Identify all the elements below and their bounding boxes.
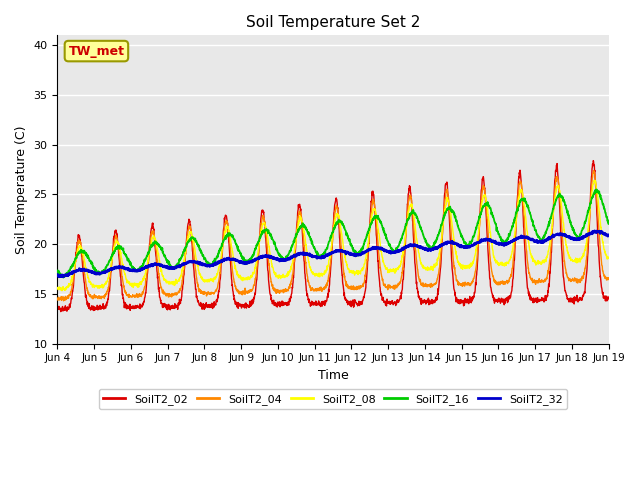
SoilT2_08 bbox=[58, 288, 66, 294]
SoilT2_02 bbox=[361, 288, 369, 294]
Line: SoilT2_32: SoilT2_32 bbox=[58, 231, 609, 277]
SoilT2_04 bbox=[361, 272, 369, 278]
SoilT2_32 bbox=[591, 228, 598, 234]
SoilT2_16 bbox=[493, 228, 501, 234]
SoilT2_32 bbox=[493, 241, 501, 247]
SoilT2_32 bbox=[349, 252, 357, 258]
SoilT2_32 bbox=[605, 232, 612, 238]
SoilT2_08 bbox=[605, 255, 612, 261]
SoilT2_04 bbox=[589, 168, 597, 174]
SoilT2_16 bbox=[60, 275, 67, 280]
SoilT2_02 bbox=[349, 299, 357, 305]
Title: Soil Temperature Set 2: Soil Temperature Set 2 bbox=[246, 15, 420, 30]
SoilT2_02 bbox=[572, 297, 579, 303]
SoilT2_16 bbox=[572, 231, 579, 237]
SoilT2_16 bbox=[349, 245, 357, 251]
SoilT2_04 bbox=[556, 198, 564, 204]
SoilT2_16 bbox=[593, 186, 600, 192]
SoilT2_04 bbox=[493, 281, 501, 287]
SoilT2_08 bbox=[54, 286, 61, 291]
SoilT2_04 bbox=[60, 298, 67, 304]
Line: SoilT2_08: SoilT2_08 bbox=[58, 180, 609, 291]
SoilT2_04 bbox=[605, 276, 612, 282]
SoilT2_32 bbox=[55, 274, 63, 280]
SoilT2_16 bbox=[54, 268, 61, 274]
SoilT2_08 bbox=[361, 260, 369, 265]
Text: TW_met: TW_met bbox=[68, 45, 124, 58]
Line: SoilT2_04: SoilT2_04 bbox=[58, 171, 609, 301]
Y-axis label: Soil Temperature (C): Soil Temperature (C) bbox=[15, 125, 28, 254]
SoilT2_16 bbox=[361, 238, 369, 243]
SoilT2_08 bbox=[207, 276, 215, 282]
SoilT2_04 bbox=[572, 277, 579, 283]
SoilT2_08 bbox=[572, 259, 579, 264]
SoilT2_32 bbox=[572, 237, 579, 242]
SoilT2_04 bbox=[54, 297, 61, 303]
SoilT2_08 bbox=[556, 192, 564, 197]
SoilT2_02 bbox=[556, 212, 564, 217]
SoilT2_08 bbox=[349, 270, 357, 276]
SoilT2_04 bbox=[349, 284, 357, 290]
SoilT2_02 bbox=[207, 301, 215, 307]
SoilT2_16 bbox=[605, 221, 612, 227]
SoilT2_32 bbox=[207, 263, 215, 269]
SoilT2_02 bbox=[589, 158, 597, 164]
SoilT2_16 bbox=[556, 192, 564, 198]
SoilT2_02 bbox=[54, 305, 61, 311]
SoilT2_02 bbox=[57, 309, 65, 314]
SoilT2_02 bbox=[493, 297, 501, 303]
Legend: SoilT2_02, SoilT2_04, SoilT2_08, SoilT2_16, SoilT2_32: SoilT2_02, SoilT2_04, SoilT2_08, SoilT2_… bbox=[99, 389, 567, 409]
SoilT2_04 bbox=[207, 291, 215, 297]
SoilT2_02 bbox=[605, 295, 612, 301]
SoilT2_16 bbox=[207, 263, 215, 268]
SoilT2_08 bbox=[493, 261, 501, 266]
SoilT2_32 bbox=[556, 232, 564, 238]
X-axis label: Time: Time bbox=[317, 369, 348, 382]
SoilT2_08 bbox=[590, 178, 598, 183]
Line: SoilT2_16: SoilT2_16 bbox=[58, 189, 609, 277]
SoilT2_32 bbox=[361, 249, 369, 255]
Line: SoilT2_02: SoilT2_02 bbox=[58, 161, 609, 312]
SoilT2_32 bbox=[54, 272, 61, 277]
